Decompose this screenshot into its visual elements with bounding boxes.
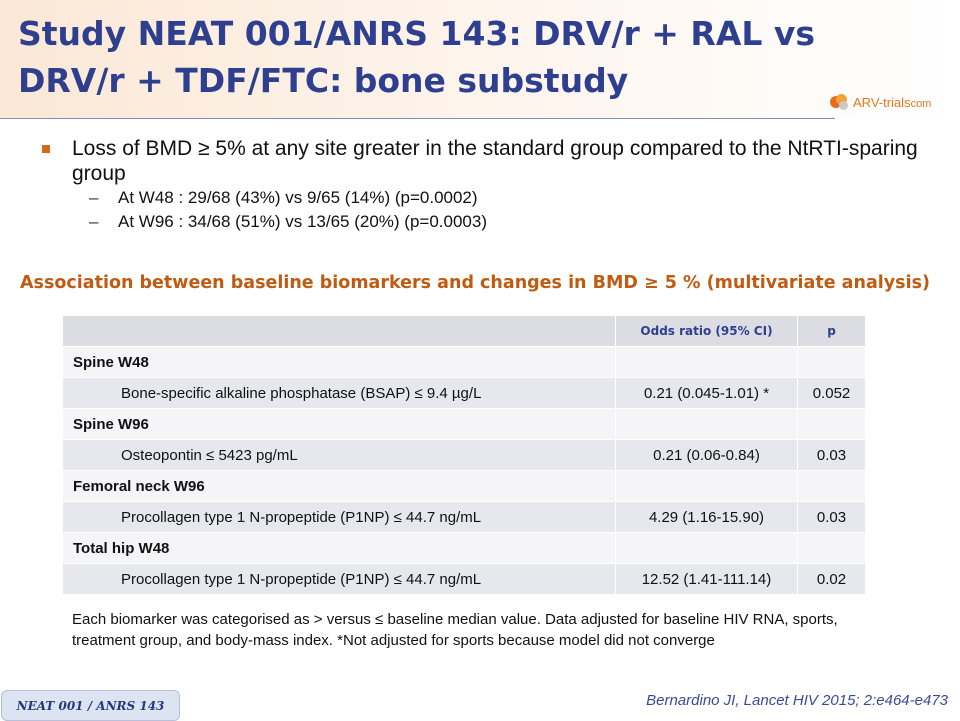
- logo-icon: [830, 92, 850, 112]
- biomarker-label: Procollagen type 1 N-propeptide (P1NP) ≤…: [62, 501, 616, 533]
- p-value-cell: [797, 532, 866, 564]
- p-value-cell: 0.052: [797, 377, 866, 409]
- table-title: Association between baseline biomarkers …: [20, 273, 930, 293]
- odds-ratio-cell: [615, 532, 798, 564]
- p-value-cell: [797, 346, 866, 378]
- p-value-cell: 0.03: [797, 501, 866, 533]
- group-label: Femoral neck W96: [62, 470, 616, 502]
- table-header-row: Odds ratio (95% CI) p: [62, 315, 866, 347]
- biomarker-label: Procollagen type 1 N-propeptide (P1NP) ≤…: [62, 563, 616, 595]
- p-value-cell: 0.03: [797, 439, 866, 471]
- p-value-cell: 0.02: [797, 563, 866, 595]
- odds-ratio-cell: 4.29 (1.16-15.90): [615, 501, 798, 533]
- arv-trials-logo: ARV-trialscom: [830, 91, 931, 113]
- table-footnote: Each biomarker was categorised as > vers…: [72, 611, 838, 649]
- sub-bullet-item: – At W96 : 34/68 (51%) vs 13/65 (20%) (p…: [89, 210, 920, 234]
- table-row: Osteopontin ≤ 5423 pg/mL 0.21 (0.06-0.84…: [62, 439, 866, 471]
- table-group-row: Spine W48: [62, 346, 866, 378]
- odds-ratio-cell: 12.52 (1.41-111.14): [615, 563, 798, 595]
- table-row: Bone-specific alkaline phosphatase (BSAP…: [62, 377, 866, 409]
- header-cell-label: [62, 315, 616, 347]
- p-value-cell: [797, 470, 866, 502]
- biomarker-label: Bone-specific alkaline phosphatase (BSAP…: [62, 377, 616, 409]
- slide-title: Study NEAT 001/ANRS 143: DRV/r + RAL vs …: [18, 14, 816, 100]
- group-label: Total hip W48: [62, 532, 616, 564]
- table-group-row: Spine W96: [62, 408, 866, 440]
- dash-icon: –: [89, 188, 99, 207]
- table-group-row: Femoral neck W96: [62, 470, 866, 502]
- sub-bullet-text: At W96 : 34/68 (51%) vs 13/65 (20%) (p=0…: [118, 212, 488, 231]
- p-value-cell: [797, 408, 866, 440]
- biomarker-label: Osteopontin ≤ 5423 pg/mL: [62, 439, 616, 471]
- table-row: Procollagen type 1 N-propeptide (P1NP) ≤…: [62, 563, 866, 595]
- table-row: Procollagen type 1 N-propeptide (P1NP) ≤…: [62, 501, 866, 533]
- group-label: Spine W96: [62, 408, 616, 440]
- sub-bullet-text: At W48 : 29/68 (43%) vs 9/65 (14%) (p=0.…: [118, 188, 478, 207]
- odds-ratio-cell: [615, 408, 798, 440]
- logo-text: ARV-trialscom: [853, 94, 932, 110]
- odds-ratio-cell: 0.21 (0.06-0.84): [615, 439, 798, 471]
- bullet-list: Loss of BMD ≥ 5% at any site greater in …: [40, 136, 920, 234]
- group-label: Spine W48: [62, 346, 616, 378]
- table-group-row: Total hip W48: [62, 532, 866, 564]
- odds-ratio-cell: [615, 470, 798, 502]
- odds-ratio-cell: [615, 346, 798, 378]
- sub-bullet-item: – At W48 : 29/68 (43%) vs 9/65 (14%) (p=…: [89, 186, 920, 210]
- biomarker-table: Odds ratio (95% CI) p Spine W48 Bone-spe…: [62, 315, 866, 595]
- header-divider: [0, 118, 835, 119]
- header-cell-p: p: [797, 315, 866, 347]
- citation-reference: Bernardino JI, Lancet HIV 2015; 2:e464-e…: [646, 692, 948, 709]
- dash-icon: –: [89, 212, 99, 231]
- header-background: [0, 0, 960, 118]
- bullet-square-icon: [42, 145, 50, 153]
- bullet-item: Loss of BMD ≥ 5% at any site greater in …: [40, 136, 920, 186]
- odds-ratio-cell: 0.21 (0.045-1.01) *: [615, 377, 798, 409]
- study-footer-tab: NEAT 001 / ANRS 143: [1, 690, 180, 721]
- bullet-text: Loss of BMD ≥ 5% at any site greater in …: [72, 137, 918, 185]
- header-cell-odds-ratio: Odds ratio (95% CI): [615, 315, 798, 347]
